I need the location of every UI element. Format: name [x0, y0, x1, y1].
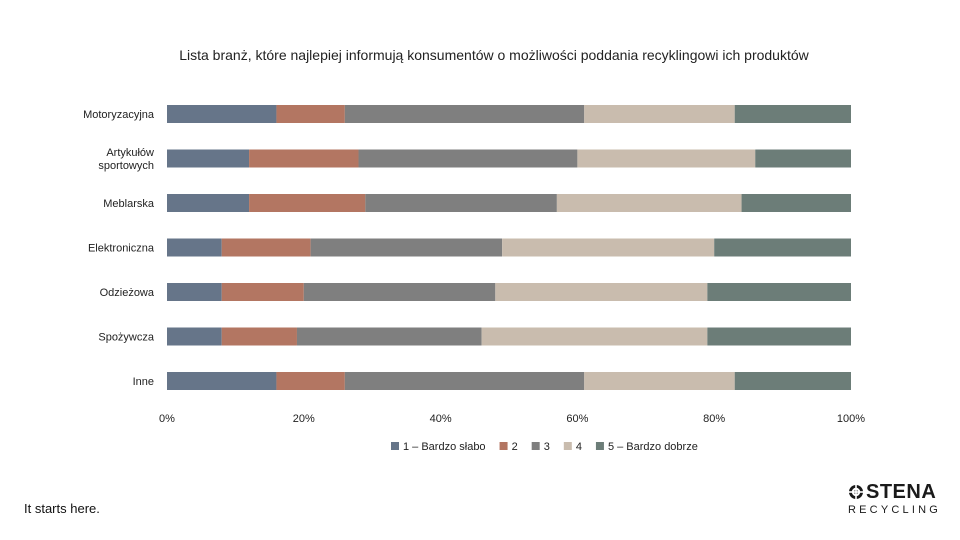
bar-segment-3-4 — [556, 194, 742, 212]
legend-swatch-4 — [563, 442, 572, 450]
bar-segment-7-2 — [276, 372, 345, 390]
bar-segment-1-3 — [344, 105, 585, 123]
bar-segment-2-5 — [755, 149, 851, 168]
bar-segment-5-3 — [303, 283, 496, 301]
stena-emblem-icon — [848, 484, 864, 500]
bar-segment-4-5 — [714, 238, 851, 257]
logo-subtitle: RECYCLING — [848, 504, 941, 516]
bar-segment-3-2 — [249, 194, 366, 212]
bar-segment-2-4 — [577, 149, 756, 168]
bar-segment-4-1 — [167, 238, 222, 257]
category-label: sportowych — [98, 160, 154, 172]
x-tick-label: 0% — [159, 413, 175, 425]
bar-segment-4-3 — [310, 238, 503, 257]
bar-segment-4-4 — [502, 238, 715, 257]
x-tick-label: 60% — [566, 413, 588, 425]
legend-label-4: 4 — [576, 441, 582, 453]
bar-segment-2-3 — [358, 149, 578, 168]
legend-swatch-1 — [391, 442, 399, 450]
category-label: Artykułów — [106, 147, 154, 159]
tagline: It starts here. — [24, 501, 100, 516]
bar-segment-2-1 — [167, 149, 250, 168]
x-tick-label: 100% — [837, 413, 865, 425]
category-label: Spożywcza — [98, 332, 155, 344]
bar-segment-7-4 — [584, 372, 735, 390]
legend-label-2: 2 — [512, 441, 518, 453]
bar-segment-7-3 — [344, 372, 585, 390]
legend-label-3: 3 — [544, 441, 550, 453]
bar-segment-1-1 — [167, 105, 277, 123]
chart-title: Lista branż, które najlepiej informują k… — [179, 47, 809, 63]
legend-swatch-2 — [499, 442, 508, 450]
bar-segment-6-2 — [221, 327, 297, 346]
legend-swatch-3 — [531, 442, 540, 450]
legend-label-1: 1 – Bardzo słabo — [403, 441, 486, 453]
legend-swatch-5 — [595, 442, 604, 450]
x-tick-label: 20% — [293, 413, 315, 425]
bar-segment-3-1 — [167, 194, 250, 212]
bar-segment-5-5 — [707, 283, 851, 301]
legend: 1 – Bardzo słabo 2 3 4 5 – Bardzo dobrze — [391, 441, 698, 453]
bar-segment-3-5 — [741, 194, 851, 212]
bar-segment-1-2 — [276, 105, 345, 123]
bar-segment-6-4 — [481, 327, 708, 346]
category-label: Motoryzacyjna — [83, 109, 155, 121]
x-tick-label: 40% — [430, 413, 452, 425]
bar-segment-7-5 — [734, 372, 851, 390]
bar-segment-5-4 — [495, 283, 708, 301]
bar-segment-3-3 — [365, 194, 557, 212]
stena-logo: STENA RECYCLING — [846, 481, 941, 520]
bar-segment-5-1 — [167, 283, 222, 301]
category-label: Odzieżowa — [100, 287, 155, 299]
bar-segment-1-4 — [584, 105, 735, 123]
bar-segment-6-3 — [296, 327, 482, 346]
x-axis-ticks: 0% 20% 40% 60% 80% 100% — [159, 413, 865, 425]
bar-segment-1-5 — [734, 105, 851, 123]
bar-segment-2-2 — [249, 149, 359, 168]
bars-group — [167, 105, 851, 390]
x-tick-label: 80% — [703, 413, 725, 425]
logo-name: STENA — [866, 481, 937, 503]
category-label: Elektroniczna — [88, 243, 155, 255]
bar-segment-6-5 — [707, 327, 851, 346]
bar-segment-6-1 — [167, 327, 222, 346]
bar-segment-7-1 — [167, 372, 277, 390]
category-label: Inne — [133, 376, 154, 388]
legend-label-5: 5 – Bardzo dobrze — [608, 441, 698, 453]
category-label: Meblarska — [103, 198, 155, 210]
bar-segment-5-2 — [221, 283, 304, 301]
bar-segment-4-2 — [221, 238, 311, 257]
